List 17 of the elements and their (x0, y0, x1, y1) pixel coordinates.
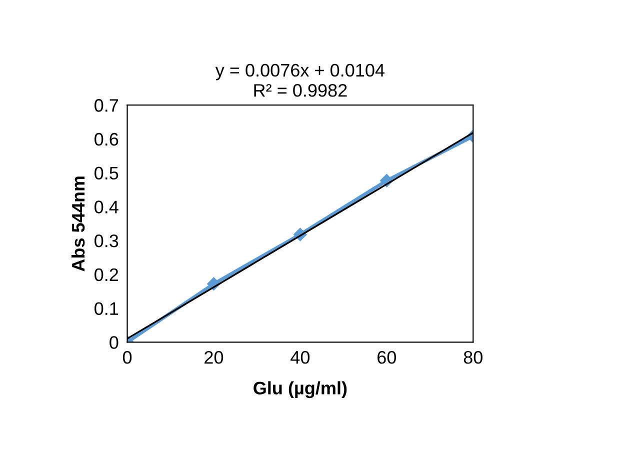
x-axis-title: Glu (µg/ml) (254, 381, 347, 398)
x-tick-label: 0 (122, 350, 132, 364)
x-tick-label: 60 (378, 350, 396, 364)
y-tick-label: 0.1 (94, 302, 118, 316)
y-tick-label: 0.4 (94, 200, 118, 214)
text: y = 0.0076x + 0.0104 (215, 64, 384, 80)
x-tick-label: 40 (290, 350, 310, 364)
y-tick-label: 0 (110, 336, 118, 349)
x-tick-label: 20 (204, 350, 224, 364)
y-tick-label: 0.6 (94, 132, 118, 146)
y-tick-label: 0.3 (94, 234, 118, 248)
y-tick-label: 0.7 (94, 99, 118, 112)
text: R² = 0.9982 (254, 84, 347, 97)
y-axis-title: Abs 544nm (71, 176, 85, 272)
y-tick-label: 0.5 (94, 166, 118, 180)
y-tick-label: 0.2 (94, 268, 118, 282)
x-tick-label: 80 (464, 350, 482, 364)
